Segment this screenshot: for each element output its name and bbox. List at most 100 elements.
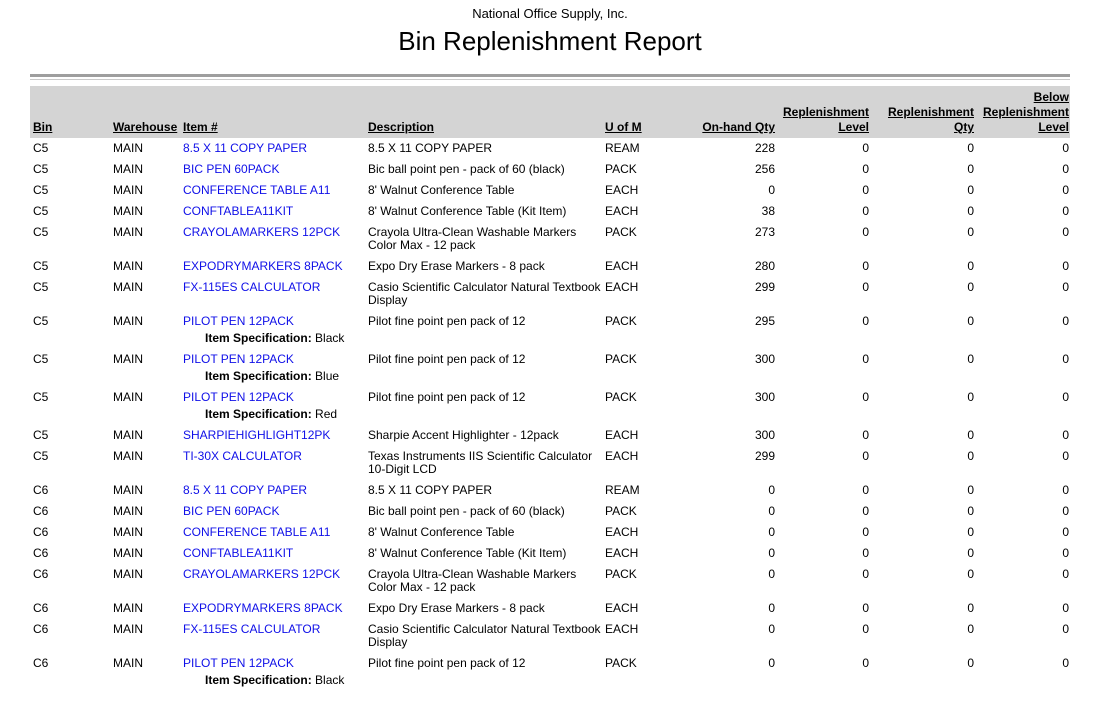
item-number-link[interactable]: TI-30X CALCULATOR: [183, 449, 302, 463]
warehouse-cell: MAIN: [113, 352, 143, 366]
onhand-qty-cell: 300: [754, 390, 775, 404]
item-specification-value: Black: [315, 331, 345, 345]
replenishment-qty-cell: 0: [967, 162, 974, 176]
item-specification-row: Item Specification: Red: [30, 408, 1070, 425]
replenishment-level-cell: 0: [862, 428, 869, 442]
item-number-link[interactable]: CONFERENCE TABLE A11: [183, 183, 331, 197]
replenishment-qty-cell: 0: [967, 601, 974, 615]
item-number-link[interactable]: PILOT PEN 12PACK: [183, 390, 294, 404]
item-number-link[interactable]: 8.5 X 11 COPY PAPER: [183, 141, 308, 155]
table-row: C5 MAIN SHARPIEHIGHLIGHT12PK Sharpie Acc…: [30, 425, 1070, 446]
uom-cell: PACK: [605, 504, 637, 518]
table-row: C5 MAIN 8.5 X 11 COPY PAPER 8.5 X 11 COP…: [30, 138, 1070, 159]
replenishment-level-cell: 0: [862, 314, 869, 328]
item-number-link[interactable]: SHARPIEHIGHLIGHT12PK: [183, 428, 331, 442]
item-number-link[interactable]: FX-115ES CALCULATOR: [183, 280, 321, 294]
spec-spacer-cell: [30, 370, 180, 387]
bin-cell: C6: [33, 525, 49, 539]
spec-spacer-cell: [30, 408, 180, 425]
onhand-qty-cell: 0: [768, 483, 775, 497]
bin-cell: C5: [33, 314, 49, 328]
item-number-link[interactable]: EXPODRYMARKERS 8PACK: [183, 259, 343, 273]
onhand-qty-cell: 299: [754, 449, 775, 463]
warehouse-cell: MAIN: [113, 141, 143, 155]
column-header-replenishment-level: Replenishment Level: [776, 86, 870, 138]
uom-cell: REAM: [605, 483, 640, 497]
warehouse-cell: MAIN: [113, 601, 143, 615]
below-replenishment-level-cell: 0: [1062, 601, 1069, 615]
uom-cell: EACH: [605, 525, 639, 539]
item-specification-cell: Item Specification: Red: [180, 408, 1070, 425]
item-number-link[interactable]: CONFTABLEA11KIT: [183, 546, 294, 560]
below-replenishment-level-cell: 0: [1062, 656, 1069, 670]
item-number-link[interactable]: CRAYOLAMARKERS 12PCK: [183, 567, 341, 581]
warehouse-cell: MAIN: [113, 314, 143, 328]
below-replenishment-level-cell: 0: [1062, 428, 1069, 442]
below-replenishment-level-cell: 0: [1062, 449, 1069, 463]
warehouse-cell: MAIN: [113, 504, 143, 518]
replenishment-qty-cell: 0: [967, 141, 974, 155]
item-number-cell: CONFERENCE TABLE A11: [180, 180, 365, 201]
item-specification-label: Item Specification:: [205, 407, 312, 421]
onhand-qty-cell: 256: [754, 162, 775, 176]
below-replenishment-level-cell: 0: [1062, 314, 1069, 328]
warehouse-cell: MAIN: [113, 428, 143, 442]
item-number-link[interactable]: PILOT PEN 12PACK: [183, 352, 294, 366]
item-number-link[interactable]: CONFERENCE TABLE A11: [183, 525, 331, 539]
below-replenishment-level-cell: 0: [1062, 390, 1069, 404]
item-specification-row: Item Specification: Black: [30, 674, 1070, 691]
bin-cell: C5: [33, 390, 49, 404]
uom-cell: EACH: [605, 546, 639, 560]
warehouse-cell: MAIN: [113, 390, 143, 404]
onhand-qty-cell: 228: [754, 141, 775, 155]
item-number-link[interactable]: PILOT PEN 12PACK: [183, 314, 294, 328]
bin-cell: C6: [33, 601, 49, 615]
item-number-link[interactable]: PILOT PEN 12PACK: [183, 656, 294, 670]
bin-cell: C5: [33, 428, 49, 442]
uom-cell: EACH: [605, 428, 639, 442]
below-replenishment-level-cell: 0: [1062, 183, 1069, 197]
item-number-link[interactable]: FX-115ES CALCULATOR: [183, 622, 321, 636]
item-number-link[interactable]: BIC PEN 60PACK: [183, 504, 280, 518]
replenishment-level-cell: 0: [862, 656, 869, 670]
replenishment-qty-cell: 0: [967, 525, 974, 539]
bin-cell: C5: [33, 225, 49, 239]
item-number-link[interactable]: EXPODRYMARKERS 8PACK: [183, 601, 343, 615]
item-specification-row: Item Specification: Blue: [30, 370, 1070, 387]
warehouse-cell: MAIN: [113, 656, 143, 670]
description-cell: 8' Walnut Conference Table (Kit Item): [368, 204, 567, 218]
item-number-cell: 8.5 X 11 COPY PAPER: [180, 138, 365, 159]
below-replenishment-level-cell: 0: [1062, 259, 1069, 273]
table-row: C5 MAIN FX-115ES CALCULATOR Casio Scient…: [30, 277, 1070, 311]
below-replenishment-level-cell: 0: [1062, 504, 1069, 518]
table-row: C5 MAIN PILOT PEN 12PACK Pilot fine poin…: [30, 387, 1070, 408]
warehouse-cell: MAIN: [113, 546, 143, 560]
description-cell: Expo Dry Erase Markers - 8 pack: [368, 601, 545, 615]
item-specification-value: Black: [315, 673, 345, 687]
column-header-bin: Bin: [30, 86, 110, 138]
item-number-cell: PILOT PEN 12PACK: [180, 387, 365, 408]
description-cell: Pilot fine point pen pack of 12: [368, 314, 526, 328]
spec-spacer-cell: [30, 332, 180, 349]
item-number-cell: BIC PEN 60PACK: [180, 159, 365, 180]
item-specification-label: Item Specification:: [205, 331, 312, 345]
item-number-link[interactable]: CONFTABLEA11KIT: [183, 204, 294, 218]
warehouse-cell: MAIN: [113, 567, 143, 581]
warehouse-cell: MAIN: [113, 449, 143, 463]
replenishment-level-cell: 0: [862, 525, 869, 539]
item-number-link[interactable]: 8.5 X 11 COPY PAPER: [183, 483, 308, 497]
uom-cell: PACK: [605, 225, 637, 239]
warehouse-cell: MAIN: [113, 204, 143, 218]
item-number-link[interactable]: CRAYOLAMARKERS 12PCK: [183, 225, 341, 239]
bin-cell: C6: [33, 546, 49, 560]
description-cell: Bic ball point pen - pack of 60 (black): [368, 504, 565, 518]
uom-cell: PACK: [605, 162, 637, 176]
item-number-cell: SHARPIEHIGHLIGHT12PK: [180, 425, 365, 446]
description-cell: 8.5 X 11 COPY PAPER: [368, 141, 493, 155]
item-number-link[interactable]: BIC PEN 60PACK: [183, 162, 280, 176]
warehouse-cell: MAIN: [113, 622, 143, 636]
replenishment-level-cell: 0: [862, 352, 869, 366]
below-replenishment-level-cell: 0: [1062, 352, 1069, 366]
warehouse-cell: MAIN: [113, 225, 143, 239]
uom-cell: EACH: [605, 601, 639, 615]
